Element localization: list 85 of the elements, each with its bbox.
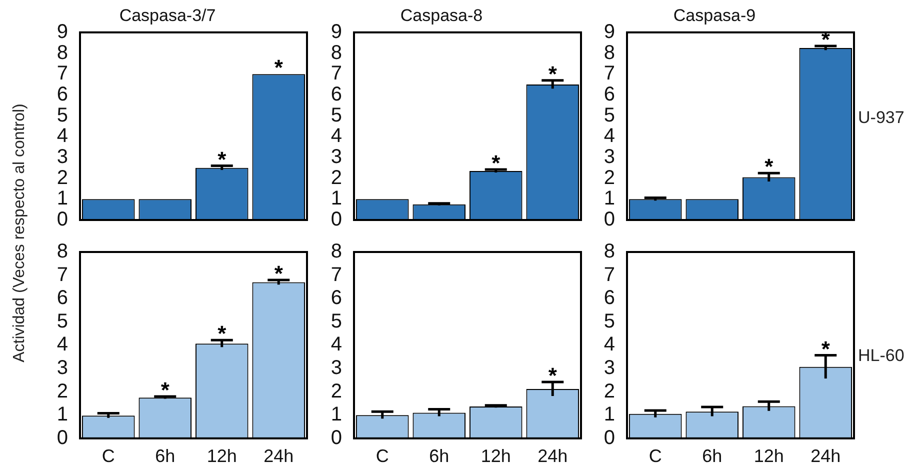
y-tick-label: 3	[330, 146, 342, 168]
y-tick-label: 4	[56, 334, 68, 356]
y-tick-label: 3	[56, 146, 68, 168]
y-tick-label: 9	[604, 20, 615, 43]
y-tick-label: 5	[330, 310, 342, 332]
y-tick-label: 6	[330, 83, 342, 106]
y-tick-label: 3	[56, 357, 68, 380]
y-tick-label: 8	[330, 42, 342, 64]
annotation: *	[548, 363, 558, 388]
y-tick-label: 5	[56, 104, 68, 126]
y-tick-label: 2	[604, 380, 615, 402]
y-tick-label: 2	[330, 380, 342, 402]
y-tick-label: 1	[330, 188, 342, 210]
y-tick-label: 7	[604, 264, 615, 286]
annotation: *	[274, 55, 284, 80]
y-tick-label: 0	[56, 426, 68, 449]
x-tick-label: C	[376, 446, 389, 466]
chart-title: Caspasa-3/7	[119, 6, 216, 25]
y-tick-label: 2	[56, 166, 68, 189]
y-tick-label: 0	[56, 208, 68, 231]
y-tick-label: 7	[56, 264, 68, 286]
y-tick-label: 7	[604, 62, 615, 85]
y-axis-title: Actividad (Veces respecto al control)	[11, 102, 29, 364]
y-tick-label: 5	[330, 104, 342, 126]
x-tick-label: C	[102, 446, 115, 466]
y-tick-label: 8	[56, 240, 68, 263]
y-tick-label: 8	[56, 42, 68, 64]
x-tick-label: 6h	[429, 446, 450, 466]
annotation: *	[218, 146, 227, 172]
y-tick-label: 6	[604, 83, 615, 106]
x-tick-label: 12h	[480, 446, 511, 466]
x-tick-label: 24h	[538, 446, 568, 466]
y-tick-label: 6	[56, 83, 68, 106]
y-tick-label: 4	[330, 334, 342, 356]
y-tick-label: 2	[604, 166, 615, 189]
y-tick-label: 6	[604, 287, 615, 310]
y-tick-label: 8	[604, 240, 615, 263]
y-tick-label: 0	[604, 426, 615, 449]
x-tick-label: 12h	[206, 446, 237, 466]
x-tick-label: 12h	[754, 446, 784, 466]
y-tick-label: 4	[604, 125, 615, 148]
y-tick-label: 0	[330, 426, 342, 449]
y-tick-label: 5	[56, 310, 68, 332]
annotation: *	[764, 154, 774, 180]
y-tick-label: 8	[330, 240, 342, 263]
y-tick-label: 8	[604, 42, 615, 64]
y-tick-label: 9	[330, 20, 342, 43]
annotation: *	[492, 150, 501, 176]
y-tick-label: 6	[56, 287, 68, 310]
y-tick-label: 5	[604, 310, 615, 332]
chart-title: Caspasa-8	[400, 6, 483, 25]
y-tick-label: 3	[604, 357, 615, 380]
y-tick-label: 5	[604, 104, 615, 126]
x-tick-label: 24h	[810, 446, 841, 466]
y-tick-label: 1	[604, 404, 615, 426]
text: U-937	[858, 108, 904, 128]
y-tick-label: 2	[56, 380, 68, 402]
y-tick-label: 1	[56, 404, 68, 426]
y-tick-label: 0	[604, 208, 615, 231]
x-tick-label: 24h	[264, 446, 294, 466]
y-tick-label: 4	[604, 334, 615, 356]
chart-title: Caspasa-9	[673, 6, 756, 25]
y-tick-label: 0	[330, 208, 342, 231]
y-tick-label: 1	[604, 188, 615, 210]
annotation: *	[160, 378, 170, 403]
annotation: *	[274, 261, 284, 286]
x-tick-label: 6h	[155, 446, 176, 466]
y-tick-label: 7	[330, 62, 342, 85]
y-tick-label: 6	[330, 287, 342, 310]
annotation: *	[821, 336, 830, 362]
y-tick-label: 3	[330, 357, 342, 380]
annotation: *	[548, 61, 558, 86]
y-tick-label: 7	[330, 264, 342, 286]
y-tick-label: 2	[330, 166, 342, 189]
y-tick-label: 4	[330, 125, 342, 148]
y-tick-label: 3	[604, 146, 615, 168]
y-tick-label: 1	[330, 404, 342, 426]
y-tick-label: 9	[56, 20, 68, 43]
y-tick-label: 4	[56, 125, 68, 148]
y-tick-label: 1	[56, 188, 68, 210]
x-tick-label: C	[648, 446, 662, 466]
y-tick-label: 7	[56, 62, 68, 85]
x-tick-label: 6h	[702, 446, 722, 466]
annotation: *	[218, 321, 227, 346]
text: HL-60	[858, 346, 904, 366]
